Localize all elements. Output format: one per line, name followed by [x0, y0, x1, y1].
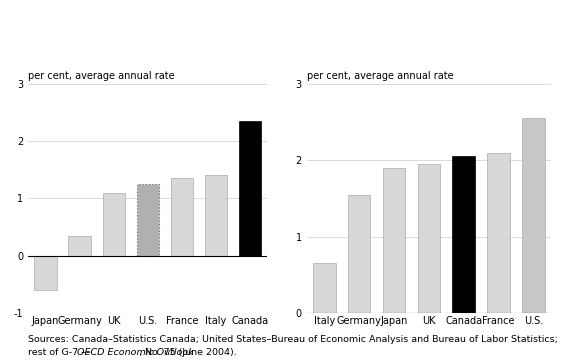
Bar: [102, 193, 124, 256]
Bar: [383, 168, 406, 313]
Bar: [170, 178, 193, 256]
Text: per cent, average annual rate: per cent, average annual rate: [28, 71, 175, 82]
Bar: [487, 153, 510, 313]
Bar: [452, 157, 475, 313]
Text: OECD Economic Outlook: OECD Economic Outlook: [77, 348, 194, 357]
Bar: [417, 164, 440, 313]
Text: rest of G-7 —: rest of G-7 —: [28, 348, 94, 357]
Bar: [239, 121, 261, 256]
Bar: [313, 263, 336, 313]
Text: Employment Growth in
G-7 Countries (1997–2003): Employment Growth in G-7 Countries (1997…: [43, 29, 242, 59]
Bar: [348, 194, 370, 313]
Bar: [68, 236, 90, 256]
Bar: [204, 175, 227, 256]
Bar: [136, 184, 158, 256]
Bar: [35, 256, 57, 290]
Bar: [522, 118, 545, 313]
Text: Labour Productivity Growth in
G-7 Countries (1997–2003): Labour Productivity Growth in G-7 Countr…: [321, 29, 548, 59]
Text: per cent, average annual rate: per cent, average annual rate: [307, 71, 453, 82]
Text: , No. 75 (June 2004).: , No. 75 (June 2004).: [139, 348, 237, 357]
Text: Sources: Canada–Statistics Canada; United States–Bureau of Economic Analysis and: Sources: Canada–Statistics Canada; Unite…: [28, 335, 558, 344]
